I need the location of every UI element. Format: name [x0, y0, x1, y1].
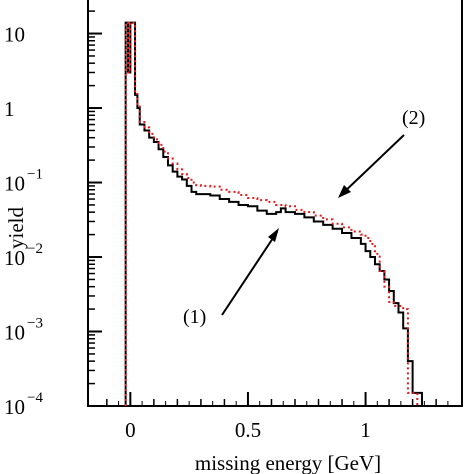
- y-tick-label: 10 −4: [4, 390, 43, 419]
- series-line-2: [124, 21, 419, 406]
- y-tick-label: 10 −2: [4, 241, 43, 270]
- annotation-label-2: (2): [402, 107, 425, 129]
- x-axis-title: missing energy [GeV]: [195, 451, 381, 474]
- x-tick-label: 1: [360, 418, 371, 442]
- x-tick-label: 0.5: [235, 418, 261, 442]
- axis-layer: 10 1 10 −1 10 −2 10 −3 10 −4 0 0.5 1: [4, 10, 449, 442]
- y-tick-label: 10 −1: [4, 167, 43, 196]
- y-tick-label: 10 −3: [4, 316, 43, 345]
- y-tick-label: 1: [4, 97, 15, 121]
- y-axis-title: yield: [4, 207, 28, 249]
- annotation-arrow-1: [221, 231, 278, 316]
- annotation-arrowhead-1: [268, 228, 279, 242]
- annotation-arrow-2: [340, 134, 405, 196]
- annotation-label-1: (1): [183, 306, 206, 328]
- series-layer: [124, 21, 424, 406]
- x-tick-label: 0: [125, 418, 136, 442]
- annotation-arrowhead-2: [338, 185, 351, 198]
- series-line-1: [124, 21, 424, 406]
- plot-border: [87, 0, 463, 407]
- plot-frame: [87, 0, 463, 407]
- y-tick-label: 10: [4, 23, 25, 47]
